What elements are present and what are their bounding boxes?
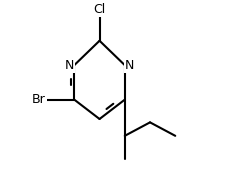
Text: Br: Br xyxy=(32,93,45,106)
Text: N: N xyxy=(124,59,134,72)
Text: Cl: Cl xyxy=(93,3,105,15)
Text: N: N xyxy=(65,59,74,72)
